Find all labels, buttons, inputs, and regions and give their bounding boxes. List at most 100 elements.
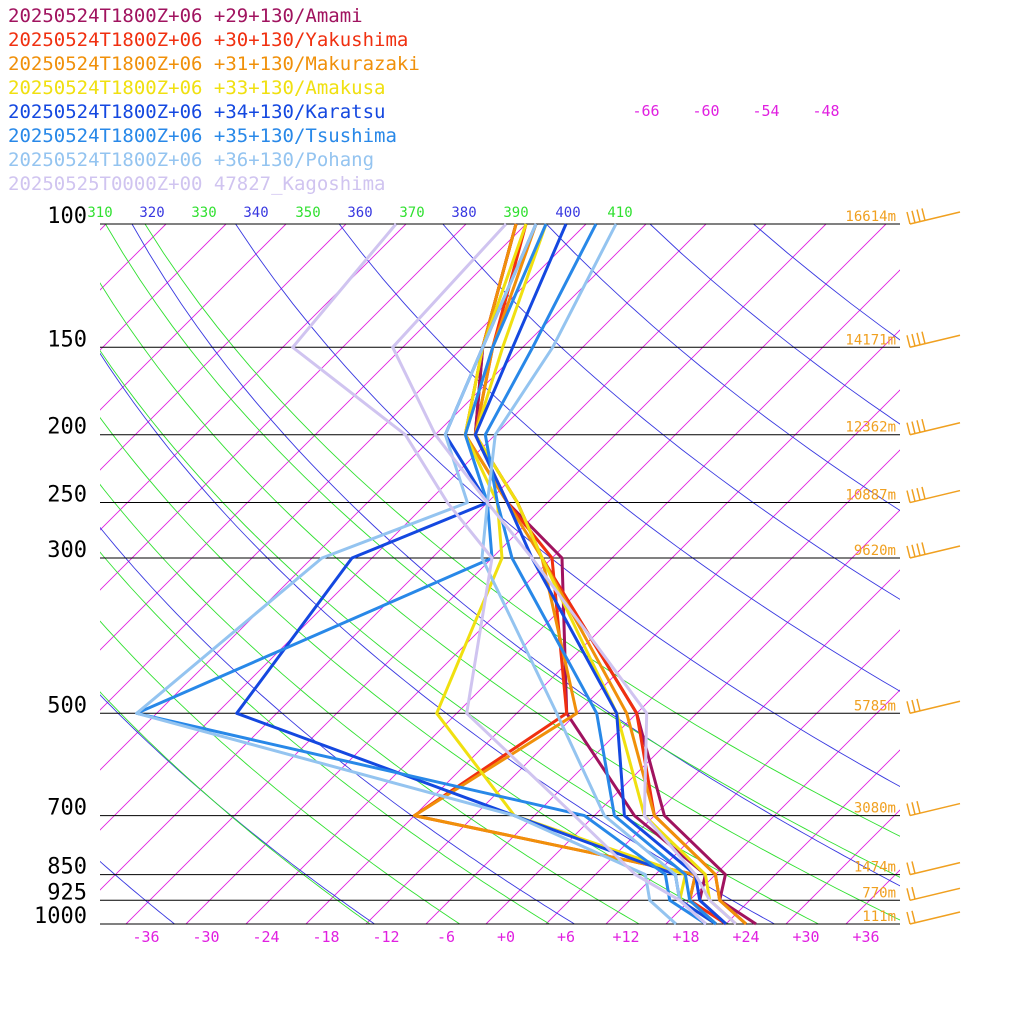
dry-adiabat-line	[753, 224, 900, 341]
legend-entry-yakushima: 20250524T1800Z+06 +30+130/Yakushima	[8, 29, 409, 51]
moist-adiabat-lines	[100, 224, 900, 924]
temperature-tick-label: -6	[437, 928, 455, 946]
isotherm-line	[906, 224, 1024, 924]
legend-entry-pohang: 20250524T1800Z+06 +36+130/Pohang	[8, 149, 375, 171]
temperature-tick-label: -24	[252, 928, 279, 946]
dry-adiabat-lines	[100, 224, 900, 924]
temperature-line	[483, 223, 718, 926]
theta-label: 410	[607, 205, 632, 221]
isotherm-line	[605, 629, 900, 924]
temperature-tick-label: -30	[192, 928, 219, 946]
height-label: 3080m	[854, 801, 896, 817]
dry-adiabat-line	[649, 224, 900, 425]
isotherm-line	[100, 224, 287, 411]
legend-entry-kagoshima: 20250525T0000Z+00 47827_Kagoshima	[8, 173, 386, 195]
isotherm-line	[665, 689, 900, 924]
theta-label: 360	[347, 205, 372, 221]
pressure-label: 925	[47, 880, 87, 905]
wind-barb	[906, 800, 961, 817]
isotherm-line	[245, 269, 900, 924]
theta-label: 310	[87, 205, 112, 221]
temperature-tick-label: +0	[497, 928, 515, 946]
dewpoint-line	[412, 223, 718, 926]
temperature-line	[473, 223, 738, 926]
height-label: 111m	[862, 909, 896, 925]
isotherm-label: -48	[812, 102, 839, 120]
legend-entry-karatsu: 20250524T1800Z+06 +34+130/Karatsu	[8, 101, 386, 123]
wind-barb	[906, 418, 961, 436]
pressure-label: 500	[47, 693, 87, 718]
isotherm-line	[365, 389, 900, 924]
wind-barb	[906, 886, 961, 902]
wind-barb	[906, 542, 961, 559]
temperature-tick-label: -36	[132, 928, 159, 946]
axis-labels: 100 16614m 150 14171m 200 12362m 250 10887m 300 9…	[34, 102, 896, 946]
temperature-tick-label: +36	[852, 928, 879, 946]
temperature-line	[473, 223, 748, 926]
temperature-tick-label: +24	[732, 928, 759, 946]
height-label: 16614m	[845, 209, 896, 225]
isotherm-line	[125, 224, 827, 924]
pressure-label: 300	[47, 538, 87, 563]
pressure-label: 150	[47, 327, 87, 352]
height-label: 5785m	[854, 698, 896, 714]
wind-barbs	[906, 208, 961, 925]
theta-label: 350	[295, 205, 320, 221]
isotherm-line	[185, 224, 887, 924]
height-label: 9620m	[854, 543, 896, 559]
pressure-label: 700	[47, 796, 87, 821]
isotherm-line	[100, 224, 347, 471]
wind-barb	[906, 861, 961, 876]
theta-label: 400	[555, 205, 580, 221]
isotherm-line	[425, 449, 900, 924]
height-label: 770m	[862, 885, 896, 901]
temperature-tick-label: +30	[792, 928, 819, 946]
legend-entry-makurazaki: 20250524T1800Z+06 +31+130/Makurazaki	[8, 53, 420, 75]
theta-label: 390	[503, 205, 528, 221]
isotherm-line	[785, 809, 900, 924]
isotherm-line	[100, 224, 527, 651]
temperature-tick-label: +12	[612, 928, 639, 946]
wind-barb	[906, 331, 961, 348]
dewpoint-line	[435, 223, 717, 926]
legend-entry-amami: 20250524T1800Z+06 +29+130/Amami	[8, 5, 363, 27]
theta-label: 320	[139, 205, 164, 221]
temperature-line	[480, 223, 708, 926]
isotherm-label: -66	[632, 102, 659, 120]
isotherm-line	[100, 224, 707, 831]
temperature-tick-label: -18	[312, 928, 339, 946]
dry-adiabat-line	[442, 224, 900, 600]
dewpoint-line	[412, 223, 727, 926]
isotherm-line	[0, 224, 46, 924]
wind-barb	[906, 910, 961, 925]
wind-barb	[906, 208, 961, 225]
legend-entry-tsushima: 20250524T1800Z+06 +35+130/Tsushima	[8, 125, 397, 147]
theta-label: 330	[191, 205, 216, 221]
isotherm-line	[305, 329, 900, 924]
pressure-label: 850	[47, 855, 87, 880]
dry-adiabat-line	[100, 860, 175, 924]
isotherm-line	[485, 509, 900, 924]
dewpoint-line	[135, 223, 707, 926]
temperature-line	[391, 222, 738, 926]
pressure-label: 250	[47, 483, 87, 508]
sounding-profiles	[135, 222, 757, 926]
temperature-tick-label: -12	[372, 928, 399, 946]
isotherm-line	[845, 869, 900, 924]
isotherm-line	[966, 224, 1024, 924]
isotherm-line	[100, 224, 467, 591]
temperature-line	[473, 223, 728, 926]
isotherm-line	[100, 224, 407, 531]
wind-barb	[906, 698, 961, 715]
isotherm-line	[100, 224, 767, 891]
pressure-label: 200	[47, 415, 87, 440]
wind-barb	[906, 486, 961, 504]
dewpoint-line	[291, 223, 708, 926]
theta-label: 380	[451, 205, 476, 221]
isobar-lines	[100, 223, 900, 925]
pressure-label: 1000	[34, 904, 87, 929]
isotherm-label: -54	[752, 102, 779, 120]
temperature-tick-label: +18	[672, 928, 699, 946]
moist-adiabat-line	[100, 349, 819, 924]
